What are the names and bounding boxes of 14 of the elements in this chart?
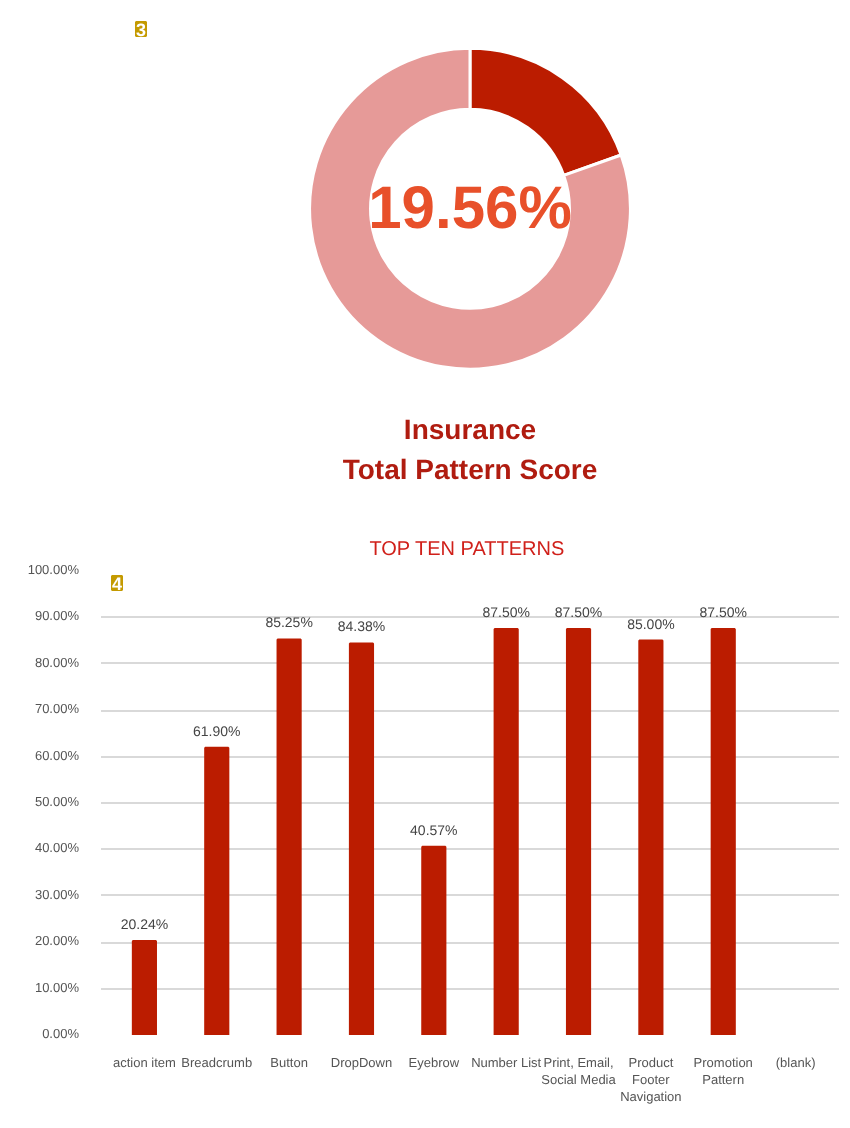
bar bbox=[493, 628, 519, 1035]
data-label: 19.56% bbox=[368, 175, 572, 242]
annotation: 4 bbox=[111, 574, 123, 594]
text: 3 bbox=[135, 20, 147, 40]
text: Insurance Total Pattern Score bbox=[342, 413, 598, 485]
bar bbox=[710, 628, 736, 1035]
bar bbox=[638, 639, 664, 1035]
bar bbox=[131, 940, 157, 1035]
chart-title: TOP TEN PATTERNS bbox=[369, 539, 565, 561]
bar bbox=[204, 746, 230, 1035]
bar bbox=[276, 638, 302, 1035]
bar bbox=[421, 845, 447, 1035]
bar bbox=[348, 642, 375, 1035]
bar bbox=[565, 628, 592, 1035]
